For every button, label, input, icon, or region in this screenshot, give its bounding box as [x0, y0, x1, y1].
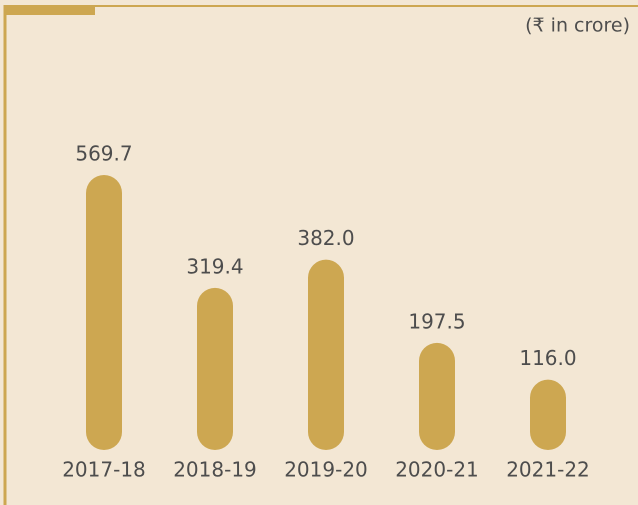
bar — [419, 342, 455, 450]
bar — [308, 259, 344, 450]
value-label: 116.0 — [519, 346, 576, 370]
x-tick-label: 2019-20 — [284, 458, 368, 482]
x-tick-label: 2020-21 — [395, 458, 479, 482]
top-accent — [5, 5, 95, 15]
x-tick-label: 2017-18 — [62, 458, 146, 482]
bar — [197, 287, 233, 450]
x-tick-label: 2018-19 — [173, 458, 257, 482]
bar — [530, 379, 566, 450]
value-label: 382.0 — [297, 226, 354, 250]
bar — [86, 175, 122, 450]
value-label: 569.7 — [75, 142, 132, 166]
x-tick-label: 2021-22 — [506, 458, 590, 482]
value-label: 319.4 — [186, 254, 243, 278]
unit-label: (₹ in crore) — [525, 15, 630, 37]
value-label: 197.5 — [408, 309, 465, 333]
